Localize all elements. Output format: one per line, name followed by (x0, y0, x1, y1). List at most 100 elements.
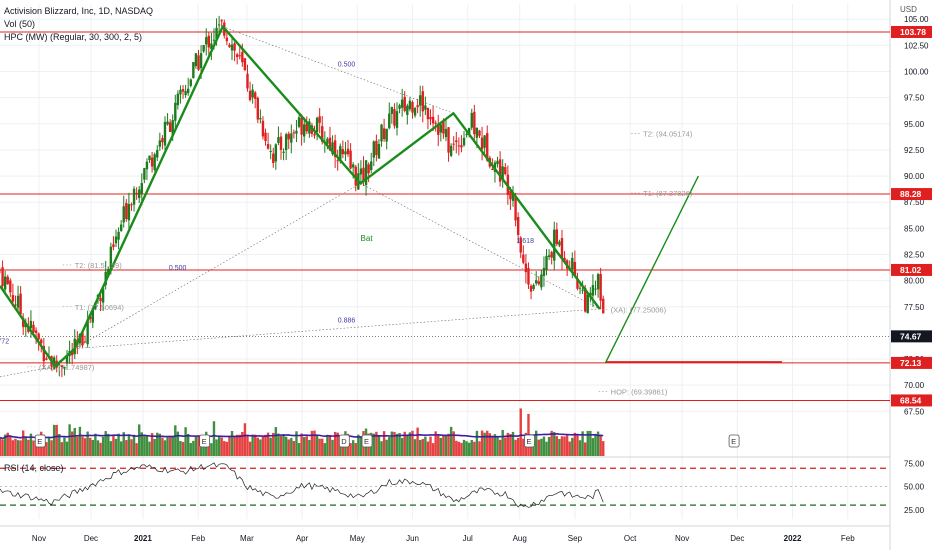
price-tick-label: 90.00 (904, 172, 925, 181)
ratio-label: 0.500 (338, 61, 356, 68)
candle-body (411, 102, 414, 113)
candle-body (302, 124, 306, 137)
volume-bar (9, 436, 12, 456)
candle-body (599, 274, 602, 301)
volume-bar (230, 430, 234, 456)
candle-body (349, 150, 352, 169)
volume-bar (256, 437, 259, 456)
time-axis[interactable]: Nov Dec 2021 Feb Mar Apr May Jun Jul Aug Sep Oct Nov… (32, 534, 855, 543)
volume-bar (194, 435, 198, 456)
candle-body (442, 121, 445, 134)
volume-bar (491, 435, 494, 456)
candle-body (261, 120, 265, 137)
candle-body (135, 192, 138, 195)
candle-body (341, 149, 345, 155)
candle-body (439, 124, 443, 133)
candle-body (364, 160, 368, 185)
candle-body (550, 252, 553, 258)
volume-bar (498, 439, 502, 456)
volume-bar (73, 427, 76, 456)
volume-bar (50, 440, 53, 456)
volume-bar (11, 440, 15, 456)
volume-bar (326, 434, 329, 456)
candle-body (207, 35, 211, 48)
candle-body (40, 339, 43, 344)
volume-bar (96, 440, 100, 456)
volume-bar (462, 439, 466, 456)
volume-bar (516, 437, 520, 456)
time-tick-label: Dec (84, 534, 98, 543)
candle-body (602, 298, 605, 314)
candle-body (11, 295, 15, 302)
volume-bar (220, 437, 223, 456)
volume-bar (486, 430, 489, 456)
volume-bar (181, 442, 185, 456)
candle-body (138, 189, 141, 199)
volume-bar (148, 441, 151, 456)
candle-body (524, 263, 528, 273)
volume-bar (282, 434, 285, 456)
time-tick-label: Sep (568, 534, 583, 543)
candle-body (326, 138, 329, 144)
level-price-label: 88.28 (900, 189, 922, 199)
volume-bar (467, 442, 471, 456)
volume-bar (416, 427, 419, 456)
volume-bar (380, 441, 383, 456)
volume-bar (112, 435, 115, 456)
price-tick-label: 105.00 (904, 15, 929, 24)
candle-body (331, 142, 334, 155)
volume-bar (300, 433, 303, 456)
candle-body (58, 364, 61, 366)
indicator-legend: HPC (MW) (Regular, 30, 300, 2, 5) (4, 32, 143, 42)
volume-bar (437, 435, 440, 456)
volume-bar (238, 434, 241, 456)
candle-body (315, 117, 319, 133)
grid (0, 0, 891, 550)
volume-legend: Vol (50) (4, 19, 36, 29)
volume-bar (202, 439, 205, 456)
level-price-badge (891, 263, 932, 276)
volume-bar (99, 442, 102, 456)
volume-bar (153, 438, 156, 456)
volume-bar (550, 430, 553, 456)
earnings-marker (199, 434, 211, 448)
volume-bar (447, 433, 450, 456)
volume-bar (135, 443, 138, 456)
volume-bar (328, 435, 332, 456)
volume-bar (89, 437, 92, 456)
volume-bar (127, 435, 131, 456)
target-label: T2: (94.05174) (643, 130, 693, 139)
ratio-label: 1.618 (516, 238, 534, 245)
earnings-marker (361, 434, 373, 448)
volume-bar (341, 442, 345, 456)
volume-bar (32, 440, 35, 456)
volume-bar (558, 438, 561, 456)
volume-bar (266, 432, 270, 456)
volume-bar (101, 436, 105, 456)
candle-body (9, 280, 12, 293)
volume-bar (573, 432, 577, 456)
candle-body (434, 122, 437, 124)
candle-body (176, 93, 180, 106)
volume-bar (537, 439, 540, 456)
volume-bar (563, 436, 566, 456)
candle-body (336, 160, 339, 162)
candle-body (460, 145, 463, 148)
candle-body (60, 365, 64, 367)
volume-bar (596, 431, 600, 456)
time-tick-label: Feb (191, 534, 205, 543)
candle-body (251, 89, 254, 98)
price-axis[interactable]: 105.00 102.50 100.00 97.50 95.00 92.50 90.00 87… (891, 15, 932, 416)
candle-body (437, 123, 440, 135)
volume-bar (602, 441, 605, 456)
volume-bar (473, 441, 476, 456)
candle-body (367, 164, 370, 174)
volume-bar (514, 439, 517, 456)
price-tick-label: 85.00 (904, 224, 925, 233)
volume-bar (522, 438, 525, 456)
volume-bar (292, 440, 296, 456)
candle-body (583, 287, 587, 312)
volume-bar (354, 443, 357, 456)
